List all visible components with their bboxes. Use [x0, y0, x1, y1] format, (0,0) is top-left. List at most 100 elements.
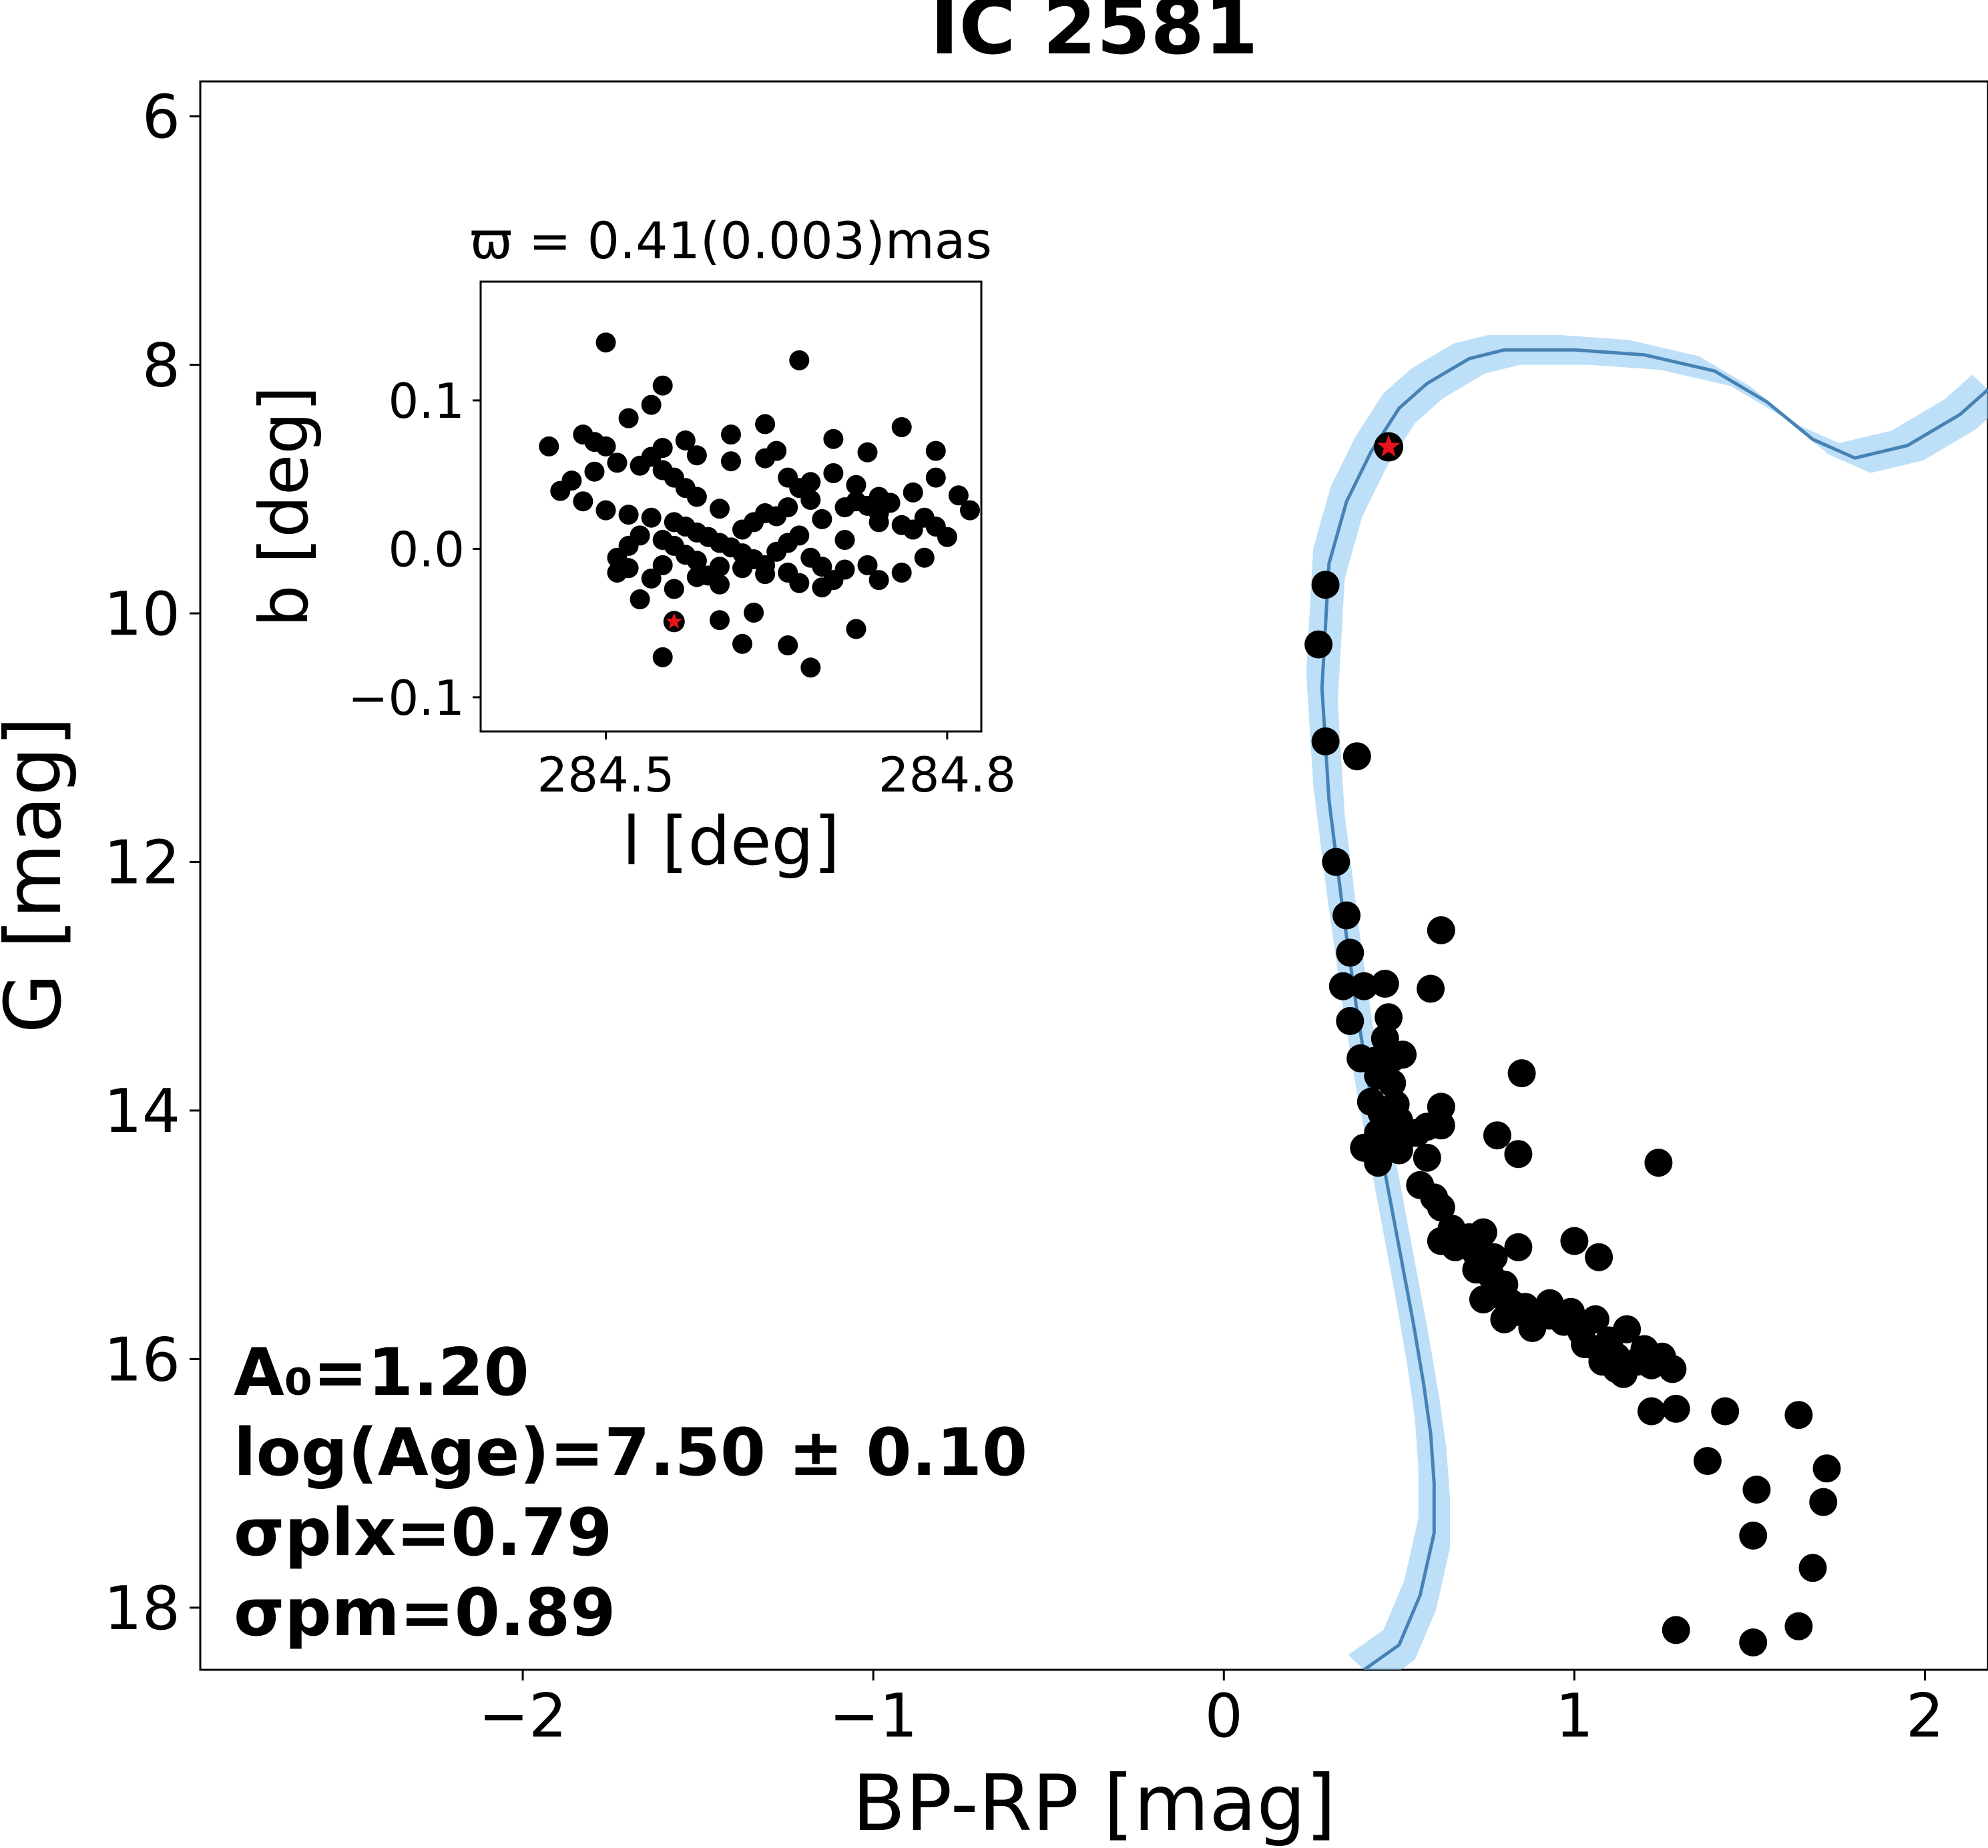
member-point [1413, 1143, 1441, 1172]
inset-member-point [755, 564, 776, 585]
member-point [1711, 1397, 1740, 1426]
x-tick-label: −1 [829, 1681, 918, 1751]
member-point [1535, 1289, 1564, 1317]
inset-member-point [595, 332, 616, 353]
member-point [1784, 1401, 1813, 1430]
inset-member-point [823, 463, 844, 483]
inset-member-point [744, 603, 764, 623]
inset-member-point [800, 490, 821, 510]
member-point [1378, 1069, 1407, 1097]
member-point [1581, 1305, 1609, 1333]
inset-plot-frame [479, 280, 983, 733]
member-point [1507, 1059, 1536, 1088]
inset-member-point [732, 558, 752, 579]
inset-highlight-star-marker [666, 613, 683, 629]
isochrone-curve [1320, 348, 1988, 1670]
inset-member-point [630, 455, 650, 476]
x-tick-label: −2 [479, 1681, 567, 1751]
inset-member-point [766, 440, 787, 461]
member-point [1304, 630, 1333, 659]
inset-member-point [960, 500, 980, 521]
inset-member-points [539, 332, 980, 678]
inset-member-point [721, 451, 741, 472]
inset-member-point [652, 460, 673, 481]
x-axis-ticks: −2 −1 0 1 2 [479, 1670, 1944, 1751]
inset-member-point [652, 375, 673, 396]
inset-member-point [868, 570, 889, 591]
inset-member-point [652, 647, 673, 667]
x-axis-label: BP-RP [mag] [852, 1759, 1336, 1848]
inset-x-axis-ticks: 284.5 284.8 [537, 731, 1016, 803]
inset-member-point [595, 436, 616, 456]
inset-member-point [607, 563, 628, 583]
member-point [1311, 727, 1340, 755]
inset-member-point [710, 574, 730, 595]
member-point [1490, 1305, 1519, 1333]
inset-x-axis-label: l [deg] [622, 802, 840, 880]
member-point [1588, 1347, 1617, 1376]
member-point [1504, 1140, 1533, 1169]
member-point [1385, 1136, 1413, 1165]
inset-member-point [812, 577, 832, 598]
inset-member-point [789, 573, 810, 593]
y-tick-label: 14 [103, 1076, 180, 1147]
member-point [1371, 970, 1399, 998]
member-point [1389, 1040, 1417, 1069]
member-point [1483, 1121, 1511, 1150]
inset-member-point [573, 491, 593, 512]
y-tick-label: 6 [142, 82, 180, 152]
inset-member-point [925, 467, 946, 488]
member-point [1511, 1293, 1539, 1321]
y-tick-label: 8 [142, 331, 180, 401]
sigma-pm-annotation: σpm=0.89 [234, 1575, 616, 1651]
inset-x-tick-label: 284.8 [879, 747, 1016, 803]
inset-y-axis-label: b [deg] [245, 386, 323, 627]
member-point [1342, 742, 1371, 771]
member-point [1322, 848, 1350, 876]
inset-title: ϖ = 0.41(0.003)mas [470, 211, 992, 270]
member-point [1739, 1628, 1768, 1656]
member-point [1662, 1394, 1690, 1423]
member-point [1812, 1454, 1841, 1483]
inset-y-axis-ticks: −0.1 0.0 0.1 [348, 373, 481, 726]
member-point [1328, 972, 1357, 1000]
member-point [1469, 1285, 1497, 1313]
x-tick-label: 2 [1906, 1681, 1944, 1751]
inset-member-point [641, 568, 662, 589]
main-plot-frame [199, 80, 1988, 1671]
inset-member-point [641, 507, 662, 528]
y-tick-label: 12 [103, 828, 180, 898]
member-point [1809, 1488, 1838, 1516]
inset-member-point [664, 579, 684, 599]
inset-member-point [584, 461, 605, 482]
inset-member-point [618, 408, 639, 428]
inset-member-point [641, 394, 662, 415]
member-point [1427, 916, 1455, 944]
inset-member-point [812, 509, 832, 529]
isochrone-uncertainty-band [1306, 334, 1988, 1670]
inset-member-point [710, 610, 730, 631]
inset-member-point [880, 493, 901, 513]
chart-title: IC 2581 [930, 0, 1258, 72]
inset-member-point [857, 442, 878, 463]
highlight-star-marker [1377, 434, 1401, 457]
inset-member-point [823, 428, 844, 449]
member-point [1658, 1355, 1687, 1383]
member-point [1613, 1315, 1642, 1343]
inset-member-point [607, 452, 628, 473]
y-tick-label: 18 [103, 1574, 180, 1644]
inset-member-point [891, 563, 912, 583]
member-point [1560, 1227, 1589, 1255]
inset-member-point [800, 657, 821, 678]
inset-sky-panel: 284.5 284.8 −0.1 0.0 0.1 ϖ = 0.41(0.003)mas… [245, 211, 1016, 880]
inset-member-point [846, 619, 866, 639]
inset-member-point [755, 414, 776, 434]
member-point [1364, 1149, 1393, 1177]
inset-member-point [800, 472, 821, 493]
isochrone-line [1320, 348, 1988, 1670]
inset-member-point [732, 633, 752, 654]
inset-member-point [834, 559, 855, 580]
inset-member-point [652, 530, 673, 550]
member-point [1336, 938, 1364, 967]
member-point [1350, 972, 1379, 1000]
